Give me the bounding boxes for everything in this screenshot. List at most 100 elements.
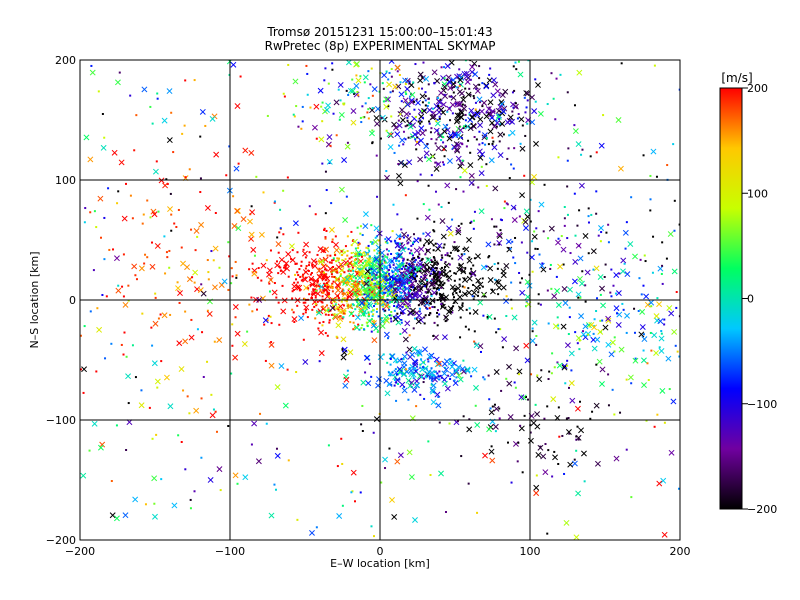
data-point-2502	[422, 381, 425, 384]
data-point-3125	[653, 313, 660, 320]
data-point-911	[371, 242, 374, 245]
data-point-1419	[400, 291, 403, 294]
data-point-2089	[287, 63, 290, 66]
data-point-2460	[593, 402, 600, 409]
data-point-2840	[267, 277, 274, 283]
data-point-449	[287, 275, 290, 278]
data-point-2403	[579, 296, 582, 299]
data-point-2723	[105, 295, 108, 298]
data-point-2411	[580, 331, 587, 338]
data-point-3020	[520, 394, 527, 401]
data-point-1162	[393, 256, 396, 259]
data-point-1426	[432, 287, 435, 290]
data-point-2361	[616, 312, 619, 315]
data-point-2027	[399, 81, 402, 84]
data-point-3129	[235, 276, 238, 279]
data-point-973	[399, 307, 402, 310]
data-point-3273	[274, 384, 281, 391]
data-point-1821	[469, 60, 472, 62]
data-point-936	[394, 266, 397, 269]
data-point-3306	[533, 140, 539, 147]
data-point-1757	[453, 141, 460, 148]
data-point-2648	[472, 227, 475, 230]
data-point-993	[411, 243, 414, 246]
data-point-617	[328, 319, 331, 322]
data-point-1892	[451, 131, 458, 138]
data-point-2525	[543, 417, 546, 420]
data-point-1987	[435, 145, 442, 151]
data-point-1773	[458, 125, 461, 128]
data-point-2938	[336, 513, 343, 519]
data-point-2912	[512, 65, 515, 68]
data-point-1874	[467, 162, 474, 169]
data-point-362	[413, 298, 416, 301]
data-point-2174	[462, 359, 465, 362]
data-point-1139	[386, 267, 389, 270]
data-point-1322	[347, 291, 350, 294]
data-point-1939	[489, 119, 495, 126]
data-point-690	[357, 244, 360, 247]
colorbar-tick-label-4: 200	[747, 82, 768, 95]
data-point-1083	[405, 273, 408, 276]
data-point-2347	[648, 299, 655, 306]
data-point-437	[316, 311, 319, 314]
data-point-173	[370, 310, 373, 313]
data-point-275	[332, 241, 339, 248]
data-point-1986	[524, 111, 527, 114]
data-point-2205	[426, 353, 433, 360]
data-point-1097	[303, 304, 310, 311]
data-point-2581	[577, 296, 580, 299]
data-point-316	[445, 319, 448, 322]
data-point-1991	[507, 114, 514, 121]
data-point-3121	[210, 250, 213, 253]
data-point-1221	[370, 322, 377, 329]
data-point-2284	[430, 382, 437, 389]
data-point-1147	[280, 268, 287, 275]
data-point-1634	[478, 170, 485, 177]
data-point-3277	[463, 286, 466, 289]
data-point-1846	[476, 96, 483, 103]
data-point-2287	[414, 382, 421, 389]
data-point-1888	[437, 99, 443, 106]
data-point-161	[460, 222, 463, 225]
data-point-1413	[281, 284, 284, 287]
data-point-3289	[184, 468, 187, 471]
data-point-1921	[417, 71, 424, 78]
data-point-529	[435, 292, 438, 295]
data-point-1201	[299, 275, 302, 278]
data-point-976	[327, 292, 330, 295]
data-point-2624	[607, 223, 610, 226]
data-point-1621	[399, 137, 406, 144]
data-point-247	[342, 289, 345, 292]
data-point-2384	[578, 280, 585, 287]
data-point-1754	[446, 79, 449, 82]
data-point-3068	[571, 460, 578, 467]
data-point-1205	[354, 247, 357, 250]
data-point-2434	[555, 275, 558, 278]
data-point-1458	[399, 332, 402, 335]
data-point-2834	[108, 248, 111, 251]
data-point-3035	[473, 342, 480, 349]
data-point-1362	[357, 270, 364, 276]
data-point-182	[292, 288, 295, 291]
data-point-1602	[385, 96, 391, 103]
data-point-2580	[537, 210, 540, 213]
data-point-409	[404, 288, 407, 291]
data-point-2868	[266, 319, 269, 322]
data-point-3095	[594, 336, 601, 343]
data-point-771	[429, 302, 432, 305]
data-point-2688	[520, 277, 523, 280]
data-point-3299	[253, 254, 256, 257]
data-point-273	[433, 287, 436, 290]
data-point-1796	[497, 104, 504, 110]
data-point-697	[425, 257, 432, 263]
data-point-1937	[369, 83, 372, 86]
data-point-3080	[350, 469, 357, 476]
data-point-1645	[473, 135, 476, 138]
data-point-2941	[196, 235, 199, 238]
data-point-3053	[387, 289, 390, 292]
data-point-1395	[380, 255, 387, 262]
data-point-1856	[481, 132, 488, 139]
data-point-3172	[336, 465, 339, 468]
data-point-3222	[546, 532, 549, 535]
